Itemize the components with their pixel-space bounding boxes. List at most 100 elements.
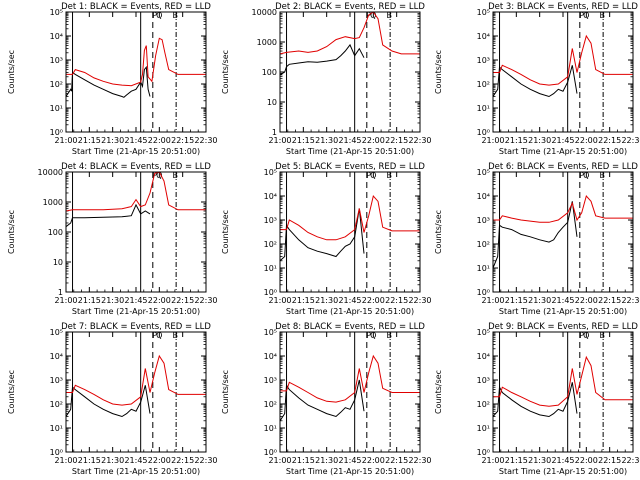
x-axis-label: Start Time (21-Apr-15 20:51:00) xyxy=(499,467,627,476)
y-tick-label: 10² xyxy=(264,240,277,249)
x-tick-label: 22:30 xyxy=(621,456,640,465)
x-tick-label: 22:15 xyxy=(171,296,194,305)
plot-frame xyxy=(279,11,421,133)
x-tick-label: 22:30 xyxy=(194,456,217,465)
chart-title: Det 7: BLACK = Events, RED = LLD xyxy=(61,322,211,332)
chart-panel: Det 4: BLACK = Events, RED = LLD Counts/s… xyxy=(7,162,218,316)
y-tick-label: 10 xyxy=(267,98,277,107)
y-tick-label: 10⁵ xyxy=(477,8,490,17)
x-tick-label: 22:30 xyxy=(621,296,640,305)
x-tick-label: 21:30 xyxy=(101,136,124,145)
attenuator-flag: Q xyxy=(370,171,376,180)
y-tick-label: 10¹ xyxy=(477,104,490,113)
y-tick-label: 10³ xyxy=(477,56,490,65)
y-axis-label: Counts/sec xyxy=(7,210,16,254)
x-axis-label: Start Time (21-Apr-15 20:51:00) xyxy=(72,147,200,156)
lld-series-line xyxy=(493,194,633,223)
y-tick-label: 10⁴ xyxy=(264,352,277,361)
events-series-line xyxy=(65,203,151,228)
y-tick-label: 10⁵ xyxy=(50,328,63,337)
attenuator-flag: Q xyxy=(583,11,589,20)
x-tick-label: 21:45 xyxy=(551,456,574,465)
y-tick-label: 10³ xyxy=(477,376,490,385)
chart-title: Det 6: BLACK = Events, RED = LLD xyxy=(488,162,638,172)
chart-title: Det 1: BLACK = Events, RED = LLD xyxy=(61,2,211,12)
attenuator-flag: Q xyxy=(156,171,162,180)
x-tick-label: 22:15 xyxy=(598,456,621,465)
x-tick-label: 21:00 xyxy=(481,136,504,145)
y-tick-label: 10³ xyxy=(50,376,63,385)
events-series-line xyxy=(492,201,578,269)
y-tick-label: 10⁵ xyxy=(50,8,63,17)
x-tick-label: 22:00 xyxy=(362,296,385,305)
lld-series-line xyxy=(66,37,206,87)
y-tick-label: 100 xyxy=(262,68,277,77)
y-tick-label: 10⁴ xyxy=(477,32,490,41)
x-tick-label: 21:00 xyxy=(54,136,77,145)
x-tick-label: 21:15 xyxy=(292,296,315,305)
chart-panel: Det 6: BLACK = Events, RED = LLD Counts/s… xyxy=(434,162,640,316)
chart-title: Det 2: BLACK = Events, RED = LLD xyxy=(275,2,425,12)
attenuator-flag: P xyxy=(366,171,371,180)
y-tick-label: 10¹ xyxy=(264,264,277,273)
x-tick-label: 21:30 xyxy=(315,456,338,465)
y-tick-label: 10¹ xyxy=(264,424,277,433)
plot-frame xyxy=(279,171,421,293)
x-tick-label: 22:00 xyxy=(362,456,385,465)
x-tick-label: 22:00 xyxy=(148,136,171,145)
y-tick-label: 10³ xyxy=(264,376,277,385)
y-tick-label: 10² xyxy=(477,240,490,249)
attenuator-flag: P xyxy=(152,11,157,20)
lld-series-line xyxy=(493,355,633,407)
chart-panel: Det 8: BLACK = Events, RED = LLD Counts/s… xyxy=(221,322,432,476)
attenuator-flag: P xyxy=(579,331,584,340)
y-axis-label: Counts/sec xyxy=(221,50,230,94)
attenuator-flag: B xyxy=(172,331,178,340)
y-tick-label: 10⁴ xyxy=(50,32,63,41)
x-axis-label: Start Time (21-Apr-15 20:51:00) xyxy=(286,147,414,156)
x-tick-label: 21:30 xyxy=(101,296,124,305)
y-tick-label: 10000 xyxy=(38,168,63,177)
chart-title: Det 3: BLACK = Events, RED = LLD xyxy=(488,2,638,12)
y-tick-label: 1 xyxy=(58,288,63,297)
x-tick-label: 22:00 xyxy=(575,456,598,465)
x-tick-label: 21:00 xyxy=(268,296,291,305)
x-tick-label: 22:30 xyxy=(194,296,217,305)
y-axis-label: Counts/sec xyxy=(221,370,230,414)
events-series-line xyxy=(65,385,151,418)
x-tick-label: 21:30 xyxy=(315,296,338,305)
x-tick-label: 21:45 xyxy=(338,296,361,305)
x-tick-label: 22:30 xyxy=(408,456,431,465)
events-series-line xyxy=(279,43,365,76)
y-tick-label: 10⁴ xyxy=(477,352,490,361)
y-tick-label: 10² xyxy=(264,400,277,409)
x-tick-label: 22:30 xyxy=(194,136,217,145)
x-tick-label: 22:30 xyxy=(621,136,640,145)
attenuator-flag: B xyxy=(599,331,605,340)
plot-frame xyxy=(279,331,421,453)
y-axis-label: Counts/sec xyxy=(434,370,443,414)
y-tick-label: 1000 xyxy=(257,38,277,47)
x-tick-label: 21:30 xyxy=(315,136,338,145)
x-tick-label: 22:15 xyxy=(598,136,621,145)
attenuator-flag: P xyxy=(579,171,584,180)
lld-series-line xyxy=(65,171,206,212)
y-axis-label: Counts/sec xyxy=(7,370,16,414)
chart-panel: Det 7: BLACK = Events, RED = LLD Counts/s… xyxy=(7,322,218,476)
attenuator-flag: P xyxy=(152,171,157,180)
x-tick-label: 22:15 xyxy=(385,136,408,145)
attenuator-flag: Q xyxy=(583,171,589,180)
attenuator-flag: Q xyxy=(156,331,162,340)
y-axis-label: Counts/sec xyxy=(7,50,16,94)
events-series-line xyxy=(492,382,578,418)
x-tick-label: 22:00 xyxy=(575,136,598,145)
plot-frame xyxy=(65,171,207,293)
x-tick-label: 21:15 xyxy=(505,456,528,465)
x-tick-label: 21:45 xyxy=(124,456,147,465)
plot-frame xyxy=(65,11,207,133)
y-axis-label: Counts/sec xyxy=(221,210,230,254)
y-tick-label: 10⁵ xyxy=(264,328,277,337)
events-series-line xyxy=(492,65,578,98)
